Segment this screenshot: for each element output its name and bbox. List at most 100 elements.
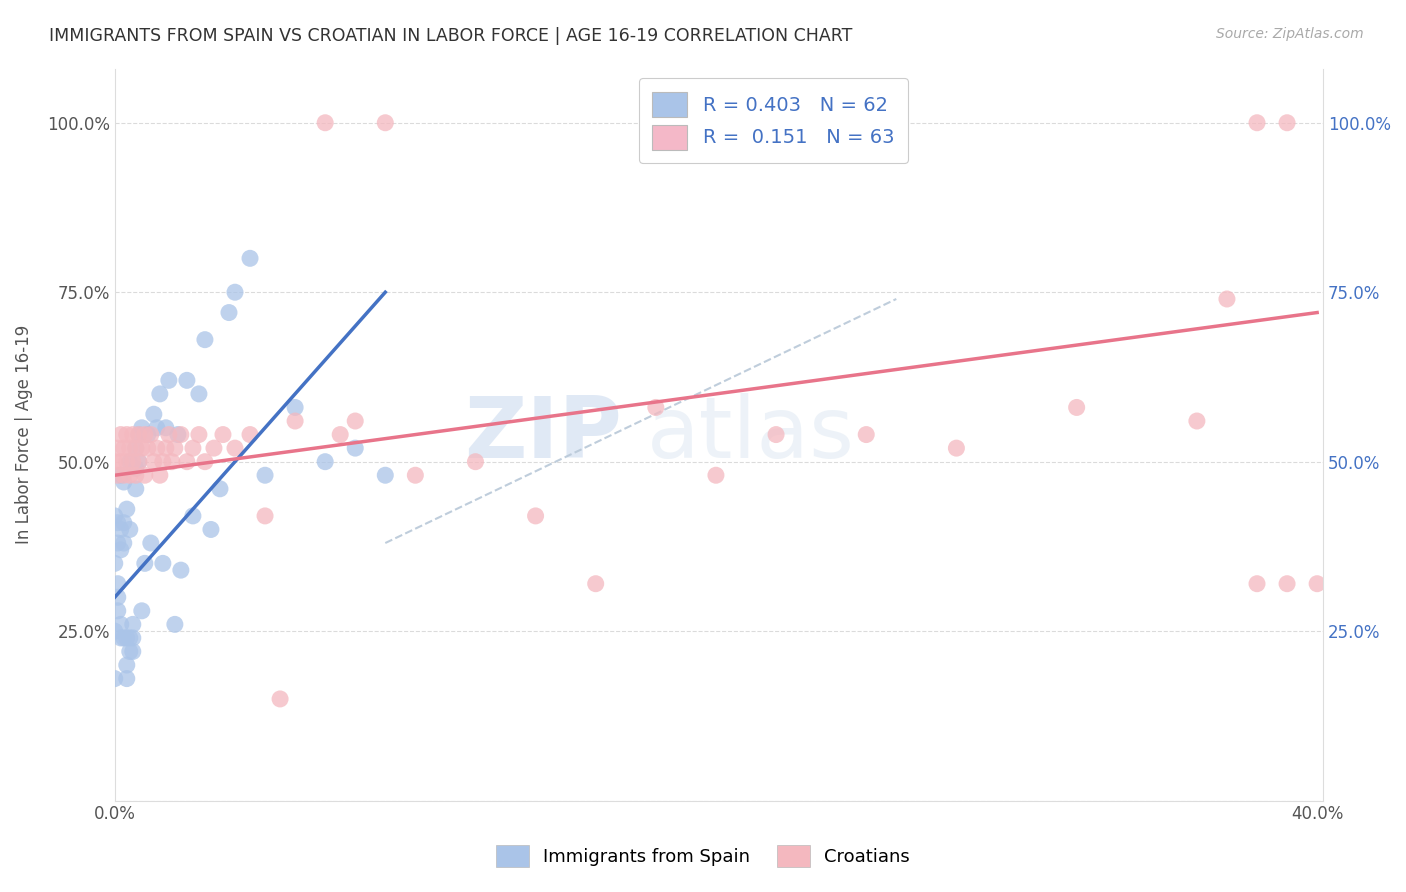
Point: [104, 508, 127, 523]
Point: [134, 427, 156, 442]
Text: IMMIGRANTS FROM SPAIN VS CROATIAN IN LABOR FORCE | AGE 16-19 CORRELATION CHART: IMMIGRANTS FROM SPAIN VS CROATIAN IN LAB…: [49, 27, 852, 45]
Point: [107, 468, 129, 483]
Point: [121, 631, 143, 645]
Point: [107, 591, 129, 605]
Text: Source: ZipAtlas.com: Source: ZipAtlas.com: [1216, 27, 1364, 41]
Point: [112, 516, 135, 530]
Point: [146, 421, 169, 435]
Point: [202, 441, 225, 455]
Point: [115, 455, 138, 469]
Point: [107, 604, 129, 618]
Point: [1306, 576, 1329, 591]
Point: [104, 455, 127, 469]
Point: [585, 576, 607, 591]
Point: [110, 468, 132, 483]
Point: [118, 455, 141, 469]
Point: [167, 427, 190, 442]
Point: [344, 414, 367, 428]
Point: [110, 631, 132, 645]
Point: [115, 502, 138, 516]
Point: [104, 557, 127, 571]
Point: [194, 333, 217, 347]
Point: [269, 692, 291, 706]
Point: [146, 441, 169, 455]
Point: [1246, 116, 1268, 130]
Point: [218, 305, 240, 319]
Point: [112, 475, 135, 489]
Point: [107, 516, 129, 530]
Point: [115, 631, 138, 645]
Point: [128, 427, 150, 442]
Point: [131, 441, 153, 455]
Point: [200, 523, 222, 537]
Point: [152, 557, 174, 571]
Point: [112, 468, 135, 483]
Point: [110, 427, 132, 442]
Point: [1066, 401, 1088, 415]
Point: [107, 441, 129, 455]
Point: [134, 468, 156, 483]
Point: [118, 468, 141, 483]
Point: [142, 455, 165, 469]
Point: [163, 441, 186, 455]
Point: [160, 455, 183, 469]
Point: [314, 455, 336, 469]
Point: [1275, 116, 1298, 130]
Point: [107, 576, 129, 591]
Point: [239, 252, 262, 266]
Point: [115, 658, 138, 673]
Point: [208, 482, 231, 496]
Point: [139, 427, 162, 442]
Point: [115, 672, 138, 686]
Point: [118, 523, 141, 537]
Point: [149, 387, 172, 401]
Point: [112, 631, 135, 645]
Point: [212, 427, 235, 442]
Point: [329, 427, 352, 442]
Point: [524, 508, 547, 523]
Point: [104, 624, 127, 639]
Legend: Immigrants from Spain, Croatians: Immigrants from Spain, Croatians: [489, 838, 917, 874]
Point: [110, 455, 132, 469]
Point: [131, 604, 153, 618]
Point: [224, 285, 246, 300]
Point: [104, 672, 127, 686]
Point: [142, 407, 165, 421]
Point: [155, 441, 177, 455]
Point: [194, 455, 217, 469]
Point: [1275, 576, 1298, 591]
Point: [187, 387, 209, 401]
Point: [254, 468, 277, 483]
Point: [152, 455, 174, 469]
Point: [136, 427, 159, 442]
Point: [163, 617, 186, 632]
Point: [118, 631, 141, 645]
Point: [170, 427, 193, 442]
Point: [176, 455, 198, 469]
Point: [224, 441, 246, 455]
Point: [125, 482, 148, 496]
Text: atlas: atlas: [647, 393, 855, 476]
Point: [1185, 414, 1208, 428]
Point: [107, 536, 129, 550]
Point: [644, 401, 666, 415]
Point: [110, 542, 132, 557]
Point: [404, 468, 426, 483]
Point: [131, 421, 153, 435]
Point: [704, 468, 727, 483]
Point: [121, 427, 143, 442]
Point: [170, 563, 193, 577]
Point: [155, 421, 177, 435]
Point: [765, 427, 787, 442]
Legend: R = 0.403   N = 62, R =  0.151   N = 63: R = 0.403 N = 62, R = 0.151 N = 63: [638, 78, 908, 163]
Point: [464, 455, 486, 469]
Point: [115, 427, 138, 442]
Point: [128, 455, 150, 469]
Point: [374, 116, 396, 130]
Point: [121, 644, 143, 658]
Point: [1246, 576, 1268, 591]
Point: [136, 441, 159, 455]
Point: [157, 373, 180, 387]
Point: [149, 468, 172, 483]
Point: [176, 373, 198, 387]
